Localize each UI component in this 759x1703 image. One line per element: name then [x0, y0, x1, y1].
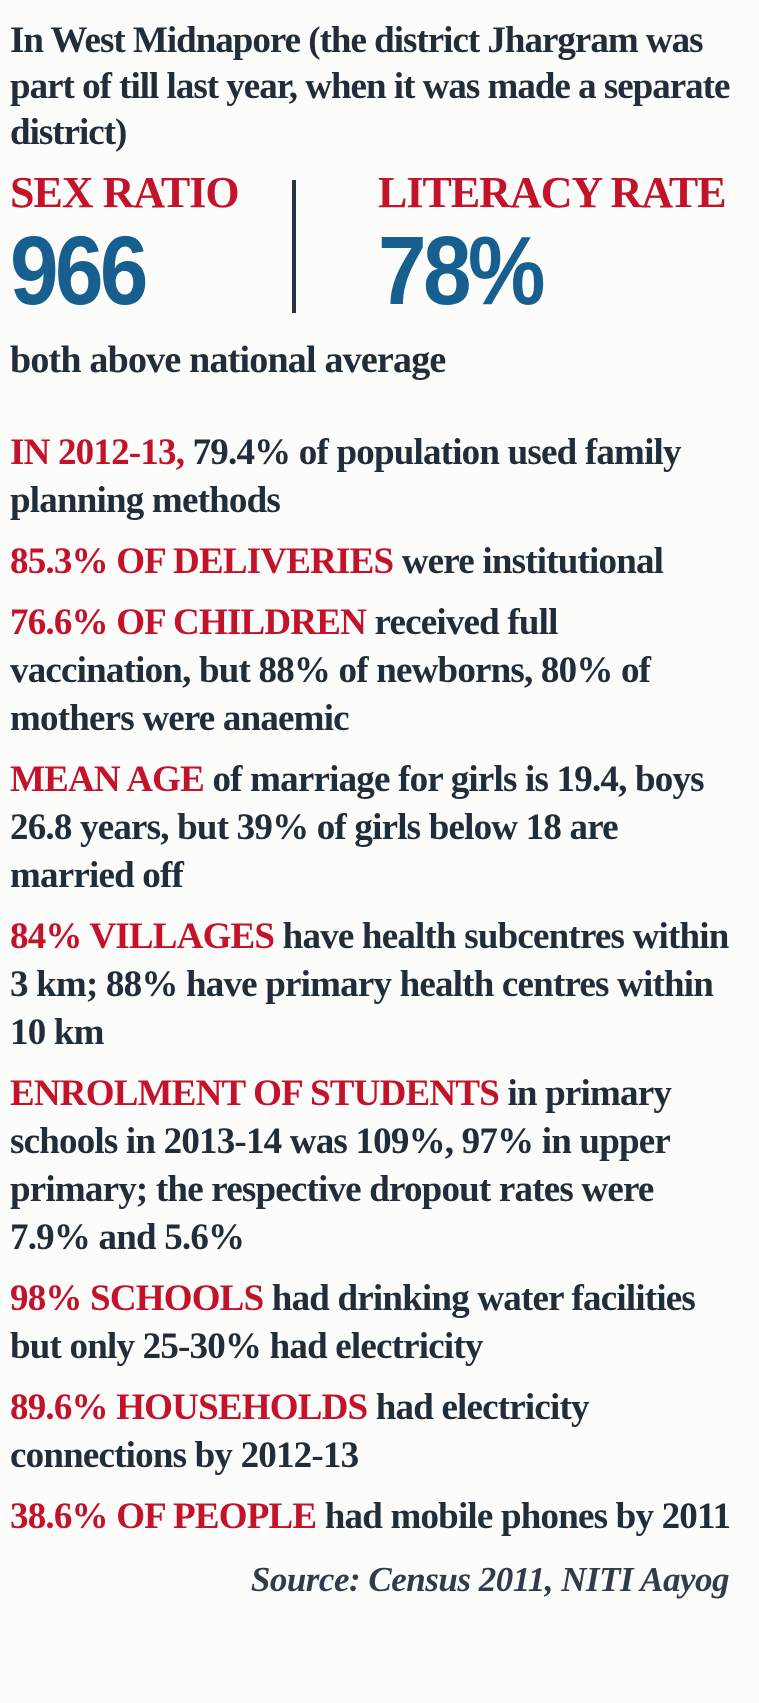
stat-item-schools: 98% SCHOOLS had drinking water facilitie…: [10, 1275, 737, 1371]
intro-text: In West Midnapore (the district Jhargram…: [10, 20, 730, 153]
metric-sex-ratio-value: 966: [10, 216, 148, 326]
stat-item-enrolment: ENROLMENT OF STUDENTS in primary schools…: [10, 1070, 737, 1262]
note-text: both above national average: [10, 339, 446, 382]
stat-item-deliveries: 85.3% OF DELIVERIES were institutional: [10, 538, 737, 586]
stat-text: 79.4% of population used family planning…: [10, 432, 682, 522]
stat-item-vaccination: 76.6% OF CHILDREN received full vaccinat…: [10, 599, 737, 743]
stat-text: had electricity connections by 2012-13: [10, 1387, 590, 1477]
stat-lead: 89.6% HOUSEHOLDS: [10, 1387, 368, 1429]
stat-text: had mobile phones by 2011: [324, 1496, 731, 1538]
stat-lead: 38.6% OF PEOPLE: [10, 1496, 317, 1538]
stat-item-family-planning: IN 2012-13, 79.4% of population used fam…: [10, 429, 737, 525]
stat-text: were institutional: [401, 541, 664, 583]
source-line: Source: Census 2011, NITI Aayog: [250, 1560, 730, 1600]
metric-sex-ratio-label: SEX RATIO: [10, 168, 240, 217]
stat-item-marriage-age: MEAN AGE of marriage for girls is 19.4, …: [10, 756, 737, 900]
vertical-divider: [292, 180, 296, 314]
stat-item-households-electricity: 89.6% HOUSEHOLDS had electricity connect…: [10, 1384, 737, 1480]
stat-lead: MEAN AGE: [10, 759, 205, 801]
stat-lead: 85.3% OF DELIVERIES: [10, 541, 394, 583]
stat-lead: IN 2012-13,: [10, 432, 185, 474]
stat-text: in primary schools in 2013-14 was 109%, …: [10, 1073, 672, 1259]
metric-literacy-rate-value: 78%: [378, 216, 546, 326]
stat-item-health-centres: 84% VILLAGES have health subcentres with…: [10, 913, 737, 1057]
stat-text: have health subcentres within 3 km; 88% …: [10, 916, 729, 1054]
stat-item-mobile-phones: 38.6% OF PEOPLE had mobile phones by 201…: [10, 1493, 737, 1541]
stat-text: of marriage for girls is 19.4, boys 26.8…: [10, 759, 705, 897]
metrics-row: SEX RATIO 966 LITERACY RATE 78%: [10, 168, 737, 326]
stat-lead: ENROLMENT OF STUDENTS: [10, 1073, 500, 1115]
stats-list: IN 2012-13, 79.4% of population used fam…: [10, 429, 737, 1541]
stat-lead: 98% SCHOOLS: [10, 1278, 264, 1320]
stat-text: received full vaccination, but 88% of ne…: [10, 602, 651, 740]
metric-sex-ratio: SEX RATIO 966: [10, 168, 292, 326]
stat-text: had drinking water facilities but only 2…: [10, 1278, 696, 1368]
stat-lead: 76.6% OF CHILDREN: [10, 602, 367, 644]
metric-literacy-rate-label: LITERACY RATE: [378, 168, 727, 217]
metric-literacy-rate: LITERACY RATE 78%: [296, 168, 727, 326]
stat-lead: 84% VILLAGES: [10, 916, 275, 958]
